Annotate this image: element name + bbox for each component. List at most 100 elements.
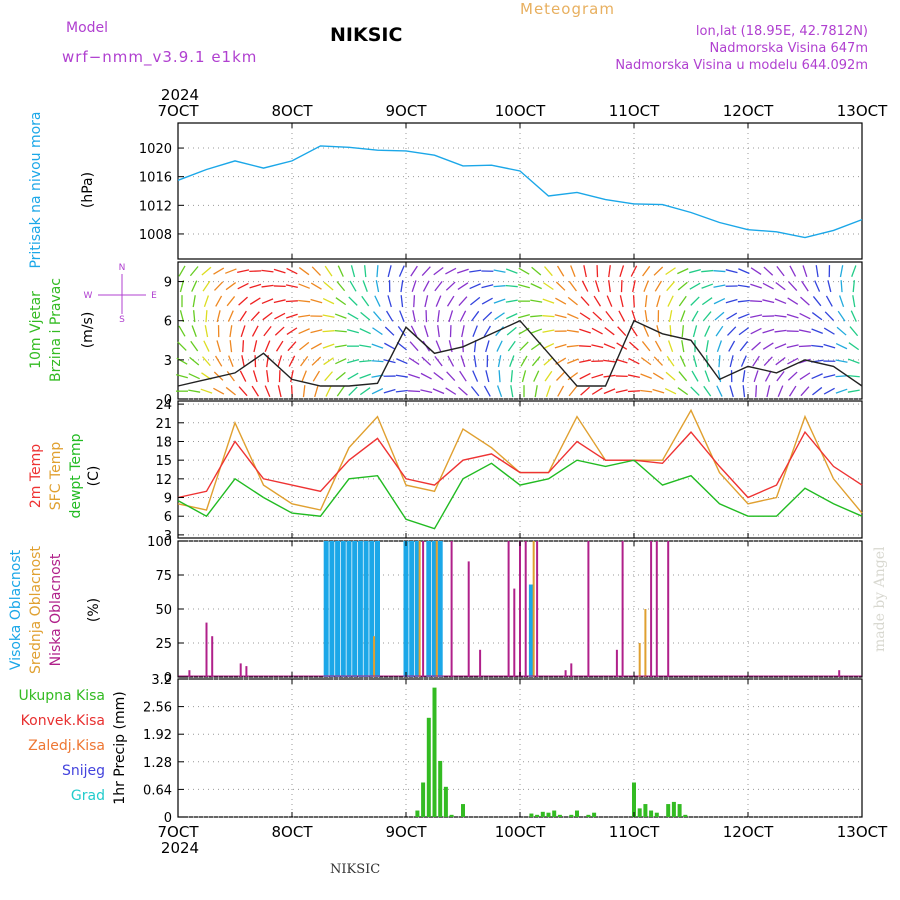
wind-arrow (413, 295, 416, 308)
wind-arrow (750, 267, 762, 275)
wind-arrow (668, 310, 673, 323)
wind-arrow (542, 298, 555, 304)
low-cloud-bar (564, 670, 567, 677)
wind-arrow (177, 341, 187, 351)
wind-arrow (286, 327, 298, 335)
wind-arrow (681, 340, 685, 353)
wind-arrow (314, 385, 319, 398)
wind-arrow (543, 356, 554, 366)
low-cloud-bar (507, 541, 510, 677)
wind-arrow (277, 385, 282, 398)
precip-legend-1: Ukupna Kisa (18, 688, 105, 704)
chart-marks (176, 145, 863, 817)
low-cloud-bar (479, 649, 482, 677)
wind-arrow (591, 327, 603, 335)
lonlat-label: lon,lat (18.95E, 42.7812N) (695, 24, 868, 39)
wind-arrow (689, 282, 701, 290)
wind-arrow (387, 265, 392, 278)
wind-arrow (615, 358, 628, 364)
wind-arrow (542, 315, 555, 318)
wind-arrow (261, 269, 274, 273)
wind-arrow (435, 295, 442, 307)
wind-arrow (290, 370, 294, 383)
wind-arrow (554, 343, 567, 349)
y-tick-label: 1008 (139, 228, 172, 243)
wind-arrow (814, 280, 821, 292)
wind-arrow (603, 343, 616, 350)
wind-arrow (336, 281, 346, 292)
wind-arrow (387, 295, 392, 308)
wind-arrow (839, 265, 844, 278)
wind-arrow (412, 310, 416, 323)
wind-arrow (507, 340, 516, 352)
x-tick-label-top: 13OCT (837, 102, 888, 120)
wind-arrow (800, 386, 810, 397)
wind-arrow (616, 342, 628, 350)
wind-arrow (348, 386, 358, 396)
wind-arrow (594, 280, 600, 293)
wind-arrow (608, 280, 611, 293)
mid-cloud-axis-title: Srednja Oblacnost (28, 546, 44, 674)
wind-arrow (190, 340, 199, 352)
total-precip-bar (443, 786, 448, 817)
wind-arrow (628, 357, 640, 365)
wind-arrow (838, 295, 845, 308)
wind-arrow (396, 341, 407, 351)
low-cloud-bar (621, 541, 624, 677)
wind-arrow (717, 370, 722, 383)
wind-arrow (629, 341, 639, 351)
wind-arrow (567, 296, 578, 306)
total-precip-bar (438, 760, 443, 817)
wind-arrow (667, 340, 674, 353)
wind-arrow (242, 340, 245, 353)
wind-arrow (226, 370, 235, 382)
wind-arrow (239, 310, 247, 322)
high-cloud-bar (432, 541, 437, 677)
wind-arrow (583, 265, 587, 278)
wind-arrow (335, 358, 347, 365)
wind-arrow (692, 325, 698, 338)
wind-arrow (617, 326, 627, 336)
x-tick-label-bottom: 8OCT (272, 823, 314, 841)
compass-west-label: W (84, 291, 93, 301)
wind-arrow (409, 341, 419, 352)
wind-arrow (225, 386, 236, 396)
wind-arrow (705, 340, 709, 353)
wind-arrow (399, 310, 405, 322)
wind-arrow (640, 357, 652, 366)
wind-arrow (298, 283, 310, 289)
wind-arrow (349, 280, 357, 292)
wind-arrow (325, 385, 332, 397)
y-tick-label: 1016 (139, 171, 172, 186)
wind-arrow (762, 342, 774, 350)
wind-arrow (823, 327, 835, 335)
elevation-label: Nadmorska Visina 647m (709, 41, 869, 56)
pressure-axis-title: Pritisak na nivou mora (28, 111, 44, 268)
wind-speed-line (177, 319, 863, 387)
wind-arrow (714, 311, 725, 321)
wind-arrow (191, 280, 198, 292)
wind-arrow (555, 297, 567, 305)
wind-arrow (557, 385, 565, 397)
wind-arrow (423, 325, 429, 338)
wind-arrow (505, 299, 518, 303)
wind-arrow (692, 355, 698, 368)
wind-arrow (376, 265, 379, 278)
wind-arrow (396, 358, 408, 365)
wind-arrow (193, 310, 196, 323)
wind-arrow (432, 388, 445, 395)
wind-arrow (505, 268, 518, 274)
wind-arrow (604, 326, 615, 336)
model-elevation-label: Nadmorska Visina u modelu 644.092m (615, 58, 868, 73)
wind-arrow (469, 269, 482, 273)
wind-arrow (678, 295, 687, 307)
compass-south-label: S (119, 315, 125, 325)
wind-arrow (666, 355, 675, 367)
wind-arrow (787, 297, 799, 305)
wind-arrow (812, 296, 822, 307)
wind-arrow (434, 356, 443, 367)
wind-arrow (298, 299, 311, 303)
wind-arrow (372, 327, 383, 336)
wind-unit-label: (m/s) (80, 312, 96, 349)
precip-legend-2: Konvek.Kisa (21, 713, 105, 729)
